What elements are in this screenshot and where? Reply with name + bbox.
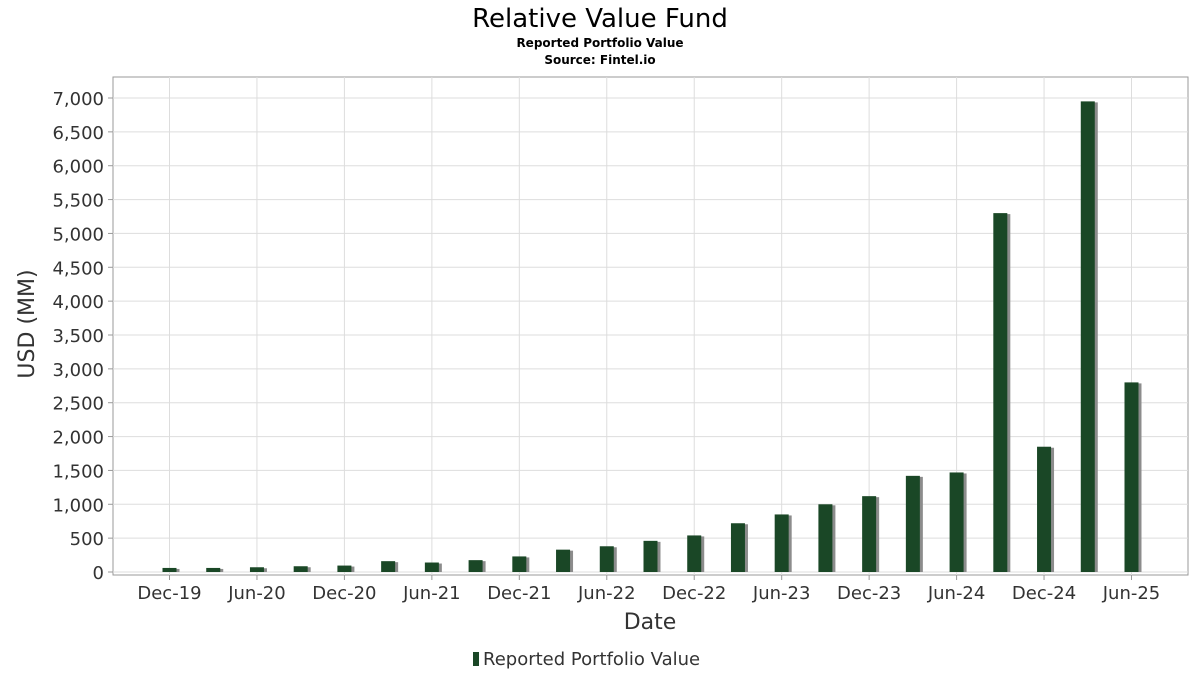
x-tick-label: Dec-21 bbox=[487, 583, 551, 604]
legend-label: Reported Portfolio Value bbox=[483, 649, 700, 670]
bar bbox=[512, 556, 527, 572]
x-tick-label: Jun-23 bbox=[752, 583, 811, 604]
bar bbox=[293, 566, 308, 572]
y-tick-label: 1,000 bbox=[52, 495, 104, 516]
bar bbox=[162, 567, 177, 572]
bar bbox=[424, 562, 439, 572]
bar bbox=[862, 496, 877, 572]
bar bbox=[556, 549, 571, 572]
bar bbox=[1080, 101, 1095, 572]
y-axis: 0 500 1,000 1,500 2,000 2,500 3,000 3,500 4,000 4… bbox=[52, 89, 113, 584]
x-tick-label: Jun-24 bbox=[927, 583, 986, 604]
y-tick-label: 7,000 bbox=[52, 89, 104, 110]
legend-swatch bbox=[473, 652, 479, 666]
legend: Reported Portfolio Value bbox=[473, 649, 700, 670]
y-tick-label: 5,000 bbox=[52, 224, 104, 245]
x-tick-label: Dec-24 bbox=[1012, 583, 1076, 604]
x-tick-label: Dec-22 bbox=[662, 583, 726, 604]
x-tick-label: Dec-23 bbox=[837, 583, 901, 604]
y-tick-label: 1,500 bbox=[52, 461, 104, 482]
chart-source: Source: Fintel.io bbox=[544, 53, 655, 67]
x-tick-label: Jun-21 bbox=[402, 583, 461, 604]
y-tick-label: 3,500 bbox=[52, 326, 104, 347]
bar bbox=[818, 504, 833, 572]
x-axis: Dec-19 Jun-20 Dec-20 Jun-21 Dec-21 Jun-22 Dec-… bbox=[137, 575, 1160, 604]
chart-subtitle: Reported Portfolio Value bbox=[516, 36, 683, 50]
x-tick-label: Jun-25 bbox=[1102, 583, 1161, 604]
y-tick-label: 4,500 bbox=[52, 258, 104, 279]
bar bbox=[468, 560, 483, 572]
y-tick-label: 2,000 bbox=[52, 428, 104, 449]
y-tick-label: 5,500 bbox=[52, 191, 104, 212]
x-tick-label: Dec-19 bbox=[137, 583, 201, 604]
bar bbox=[993, 213, 1008, 572]
bar bbox=[1037, 446, 1052, 572]
plot-area bbox=[112, 76, 1189, 576]
chart-title: Relative Value Fund bbox=[472, 4, 728, 34]
y-tick-label: 6,000 bbox=[52, 157, 104, 178]
grid bbox=[113, 77, 1188, 575]
x-tick-label: Dec-20 bbox=[312, 583, 376, 604]
bar bbox=[730, 523, 745, 572]
bar bbox=[337, 565, 352, 572]
bar bbox=[687, 535, 702, 572]
x-tick-label: Jun-20 bbox=[227, 583, 286, 604]
bar-series bbox=[162, 101, 1142, 572]
bar bbox=[949, 472, 964, 572]
bar bbox=[206, 567, 221, 572]
bar bbox=[1124, 382, 1139, 572]
bar bbox=[249, 567, 264, 572]
y-tick-label: 4,000 bbox=[52, 292, 104, 313]
bar bbox=[381, 561, 396, 572]
y-tick-label: 3,000 bbox=[52, 360, 104, 381]
y-tick-label: 0 bbox=[93, 563, 104, 584]
bar bbox=[905, 475, 920, 572]
bar bbox=[643, 540, 658, 572]
y-tick-label: 6,500 bbox=[52, 123, 104, 144]
bar bbox=[599, 546, 614, 572]
y-tick-label: 2,500 bbox=[52, 394, 104, 415]
y-tick-label: 500 bbox=[70, 529, 104, 550]
x-axis-title: Date bbox=[624, 610, 677, 635]
y-axis-title: USD (MM) bbox=[15, 269, 40, 378]
x-tick-label: Jun-22 bbox=[577, 583, 636, 604]
bar bbox=[774, 514, 789, 572]
